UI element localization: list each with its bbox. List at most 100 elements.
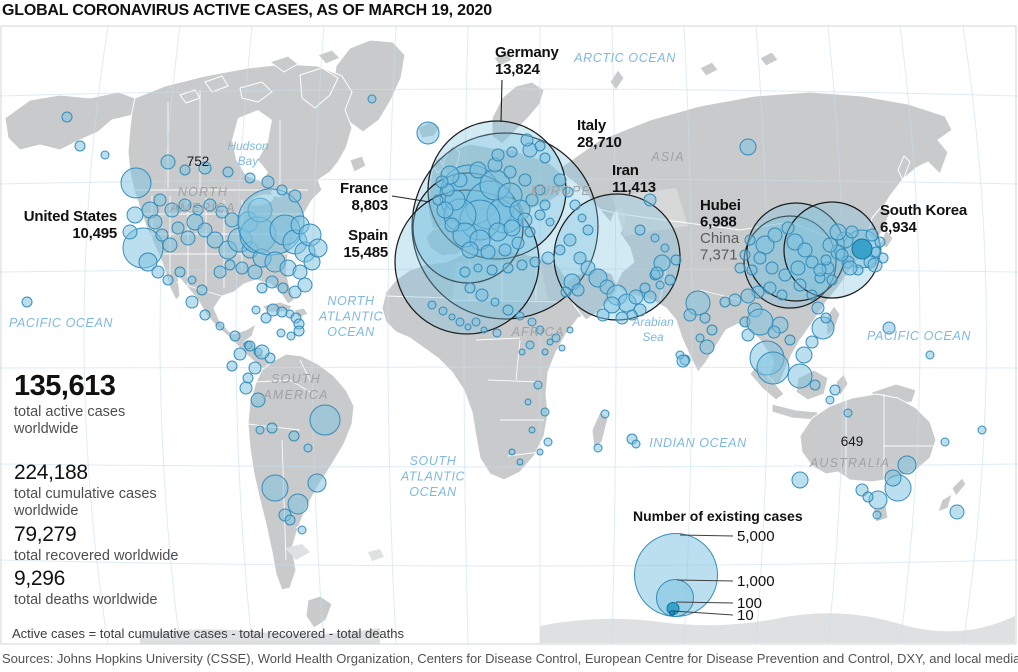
case-bubble (558, 344, 566, 352)
case-bubble (276, 306, 288, 318)
case-bubble (502, 304, 514, 316)
case-bubble (628, 289, 644, 305)
case-bubble (582, 224, 594, 236)
case-bubble (560, 286, 572, 298)
case-bubble (490, 297, 500, 307)
case-bubble (100, 150, 110, 160)
case-bubble (676, 354, 690, 368)
case-bubble (536, 448, 544, 456)
case-bubble (767, 227, 783, 243)
case-bubble (203, 198, 217, 212)
case-bubble (744, 234, 756, 246)
case-bubble (438, 306, 448, 316)
case-bubble (734, 262, 746, 274)
case-bubble (151, 265, 165, 279)
case-bubble (122, 224, 138, 240)
case-bubble (276, 184, 288, 196)
case-bubble (288, 189, 302, 203)
case-bubble (897, 455, 917, 475)
case-bubble (765, 261, 779, 275)
case-bubble (164, 202, 180, 218)
case-bubble (248, 361, 262, 375)
case-bubble (196, 284, 208, 296)
case-bubble (297, 277, 313, 293)
legend-value-label: 100 (737, 595, 762, 612)
case-bubble (464, 282, 476, 294)
case-bubble (511, 236, 525, 250)
case-bubble (233, 347, 247, 361)
case-bubble (546, 338, 554, 346)
case-bubble (776, 289, 788, 301)
callout-line (500, 79, 503, 123)
case-bubble (520, 133, 534, 147)
case-bubble (811, 301, 825, 315)
case-bubble (464, 323, 472, 331)
case-bubble (174, 266, 186, 278)
sources-line: Sources: Johns Hopkins University (CSSE)… (2, 651, 1018, 666)
case-bubble (309, 404, 341, 436)
case-bubble (634, 224, 646, 236)
label-iran: Iran 11,413 (612, 162, 656, 196)
stat-active-label1: total active cases (14, 404, 126, 420)
legend-leader-line (672, 610, 734, 616)
case-bubble (683, 308, 697, 322)
case-bubble (829, 223, 847, 241)
case-bubble (197, 222, 213, 238)
case-bubble (307, 473, 327, 493)
case-bubble (533, 380, 543, 390)
case-bubble (266, 422, 278, 434)
case-bubble (284, 514, 296, 526)
footnote: Active cases = total cumulative cases - … (12, 626, 404, 641)
case-bubble (925, 350, 935, 360)
case-bubble (670, 254, 682, 266)
case-bubble (120, 167, 152, 199)
case-bubble (455, 317, 465, 327)
case-bubble (276, 328, 286, 338)
map-labels: ARCTIC OCEAN PACIFIC OCEAN NORTH ATLANTIC OC… (9, 44, 971, 499)
case-bubble (153, 193, 167, 207)
case-bubble (21, 296, 33, 308)
case-bubble (600, 409, 610, 419)
case-bubble (503, 219, 521, 237)
case-bubble (763, 281, 777, 295)
case-bubble (767, 325, 781, 339)
case-bubble (461, 241, 479, 259)
case-bubble (795, 346, 813, 364)
case-bubble (61, 111, 73, 123)
case-bubble (251, 305, 261, 315)
case-bubble (541, 251, 555, 265)
stat-active-label2: worldwide (14, 421, 79, 438)
case-bubble (813, 263, 827, 277)
case-bubble (877, 252, 889, 264)
case-bubble (809, 379, 821, 391)
case-bubble (74, 140, 86, 152)
case-bubble (728, 293, 742, 307)
case-bubble (416, 121, 440, 145)
case-bubble (444, 217, 460, 233)
case-bubble (664, 274, 676, 286)
case-bubble (515, 311, 525, 321)
stat-active-cases: 135,613 total active cases worldwide (14, 372, 125, 438)
label-canada-count: 752 (187, 154, 210, 169)
case-bubble (448, 313, 456, 321)
case-bubble (534, 140, 546, 152)
case-bubble (224, 212, 240, 228)
case-bubble (459, 266, 471, 278)
case-bubble (805, 335, 819, 349)
case-bubble (845, 225, 859, 239)
label-north-atlantic-ocean: NORTH ATLANTIC OCEAN (318, 294, 384, 339)
case-bubble (471, 317, 481, 327)
label-germany: Germany 13,824 (495, 44, 559, 78)
case-bubble (527, 317, 537, 327)
case-bubble (508, 448, 516, 456)
case-bubble (250, 392, 266, 408)
case-bubble (825, 395, 835, 405)
case-bubble (787, 363, 813, 389)
case-bubble (503, 165, 517, 179)
case-bubble (473, 263, 483, 273)
case-bubble (242, 372, 254, 384)
case-bubble (541, 348, 549, 356)
case-bubble (573, 251, 587, 265)
label-europe: EUROPE (531, 184, 591, 198)
